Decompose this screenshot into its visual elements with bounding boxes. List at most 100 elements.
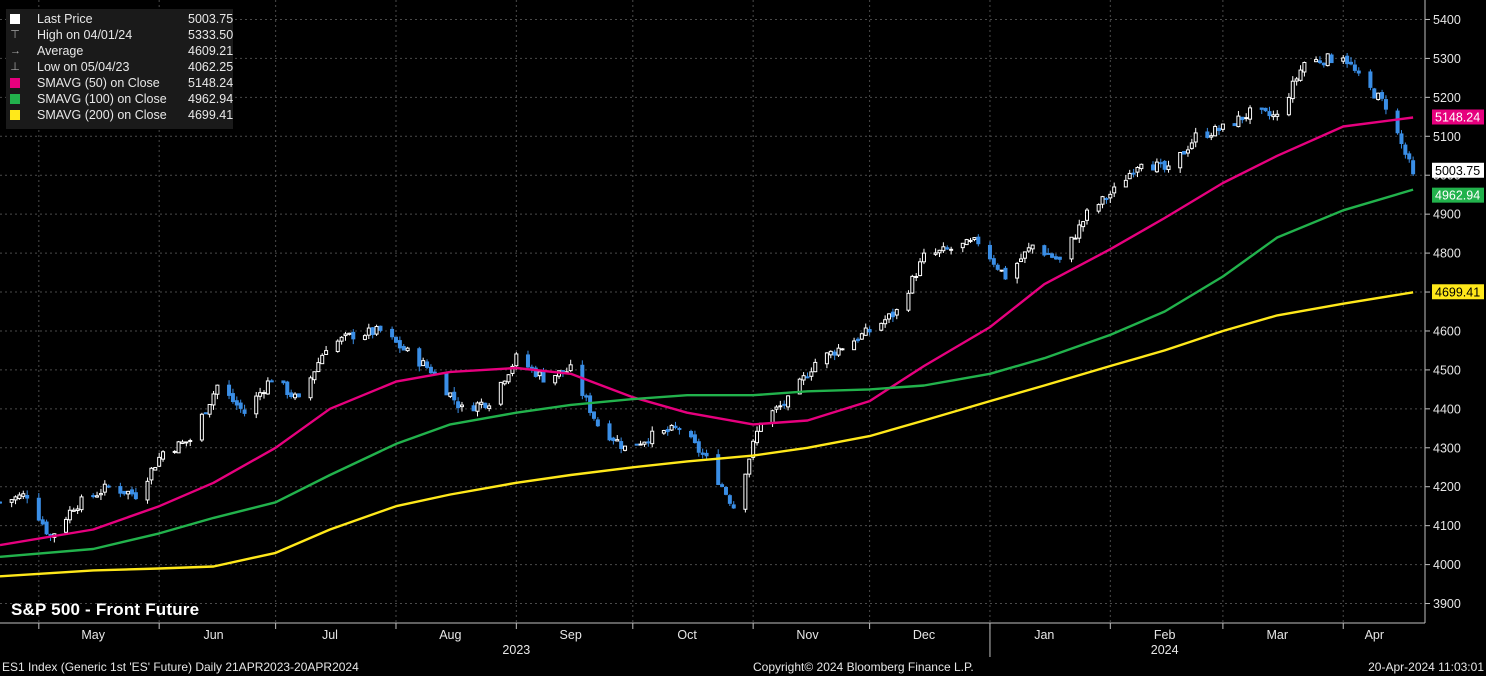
candle-down [595,419,600,427]
y-tick-label: 4300 [1433,441,1461,455]
candle-down [529,366,534,369]
candle-down [867,329,872,333]
candle-down [1321,62,1326,66]
candle-down [452,391,457,401]
candle-down [607,423,612,441]
candle-down [945,247,950,250]
candle-up [623,445,628,451]
candle-up [894,309,899,316]
candle-down [727,495,732,504]
candle-down [483,402,488,408]
candle-down [1158,162,1163,165]
candle-up [75,508,80,511]
candle-up [9,499,14,503]
candle-up [1248,107,1253,120]
candle-up [1096,204,1101,212]
candle-up [751,440,756,458]
candle-down [1057,256,1062,260]
candle-down [611,437,616,442]
legend-swatch [10,94,20,104]
candle-up [421,360,426,367]
candle-up [374,325,379,335]
candle-down [242,409,247,414]
legend-value: 4609.21 [188,44,234,58]
candle-down [444,373,449,396]
legend-label: Average [37,44,84,58]
candle-down [1368,71,1373,88]
candle-down [731,504,736,509]
candle-up [475,402,480,412]
candle-up [1127,172,1132,180]
candle-down [129,489,134,495]
candle-down [44,521,49,535]
candle-up [1073,237,1078,240]
legend-label: High on 04/01/24 [37,28,133,42]
candle-up [1139,163,1144,170]
candle-up [972,237,977,240]
candle-up [615,439,620,442]
candle-up [506,374,511,383]
candle-up [801,375,806,381]
candle-up [840,348,845,351]
candle-up [797,378,802,395]
candle-down [1205,131,1210,138]
y-tick-label: 4100 [1433,519,1461,533]
candle-up [537,371,542,377]
candle-up [1213,125,1218,137]
candle-up [320,354,325,365]
candle-down [525,354,530,368]
x-tick-label: Jun [203,628,223,642]
candle-down [1345,55,1350,65]
x-tick-label: Feb [1154,628,1176,642]
candle-down [646,441,651,444]
year-label: 2024 [1151,643,1179,657]
candle-up [1085,209,1090,221]
axes: 3900400041004200430044004500460047004800… [0,0,1461,657]
candle-up [498,381,503,405]
candle-down [281,380,286,384]
y-tick-label: 4400 [1433,402,1461,416]
chart-grid [0,0,1425,623]
candle-down [230,393,235,403]
candle-up [887,313,892,320]
candle-down [689,430,694,438]
candle-up [1325,53,1330,67]
candle-up [153,467,158,471]
candle-up [1209,135,1214,138]
candle-up [1154,161,1159,173]
candle-down [118,486,123,494]
candle-down [1380,92,1385,99]
y-tick-label: 4900 [1433,208,1461,222]
candle-down [25,494,30,499]
candle-up [1077,224,1082,239]
footer-timestamp: 20-Apr-2024 11:03:01 [1368,660,1484,674]
candle-down [1131,172,1136,175]
candle-down [634,443,639,446]
candle-down [1267,111,1272,117]
x-tick-label: Sep [560,628,582,642]
candle-up [859,333,864,340]
x-tick-label: May [81,628,105,642]
candle-up [933,252,938,255]
legend-value: 5148.24 [188,76,234,90]
sma-line [0,291,1414,578]
candle-down [700,452,705,455]
candle-up [778,405,783,408]
y-tick-label: 5100 [1433,130,1461,144]
candle-down [289,392,294,398]
candle-up [1244,117,1249,120]
candle-up [335,340,340,352]
candle-down [1003,267,1008,280]
candle-up [968,239,973,242]
candle-down [782,403,787,406]
candle-up [1135,166,1140,173]
y-tick-label: 4000 [1433,558,1461,572]
candle-down [665,429,670,433]
candle-down [976,236,981,245]
footer-security-info: ES1 Index (Generic 1st 'ES' Future) Dail… [2,660,359,674]
candle-down [1259,107,1264,110]
candle-up [17,494,22,500]
candle-down [580,364,585,396]
candle-down [619,441,624,449]
